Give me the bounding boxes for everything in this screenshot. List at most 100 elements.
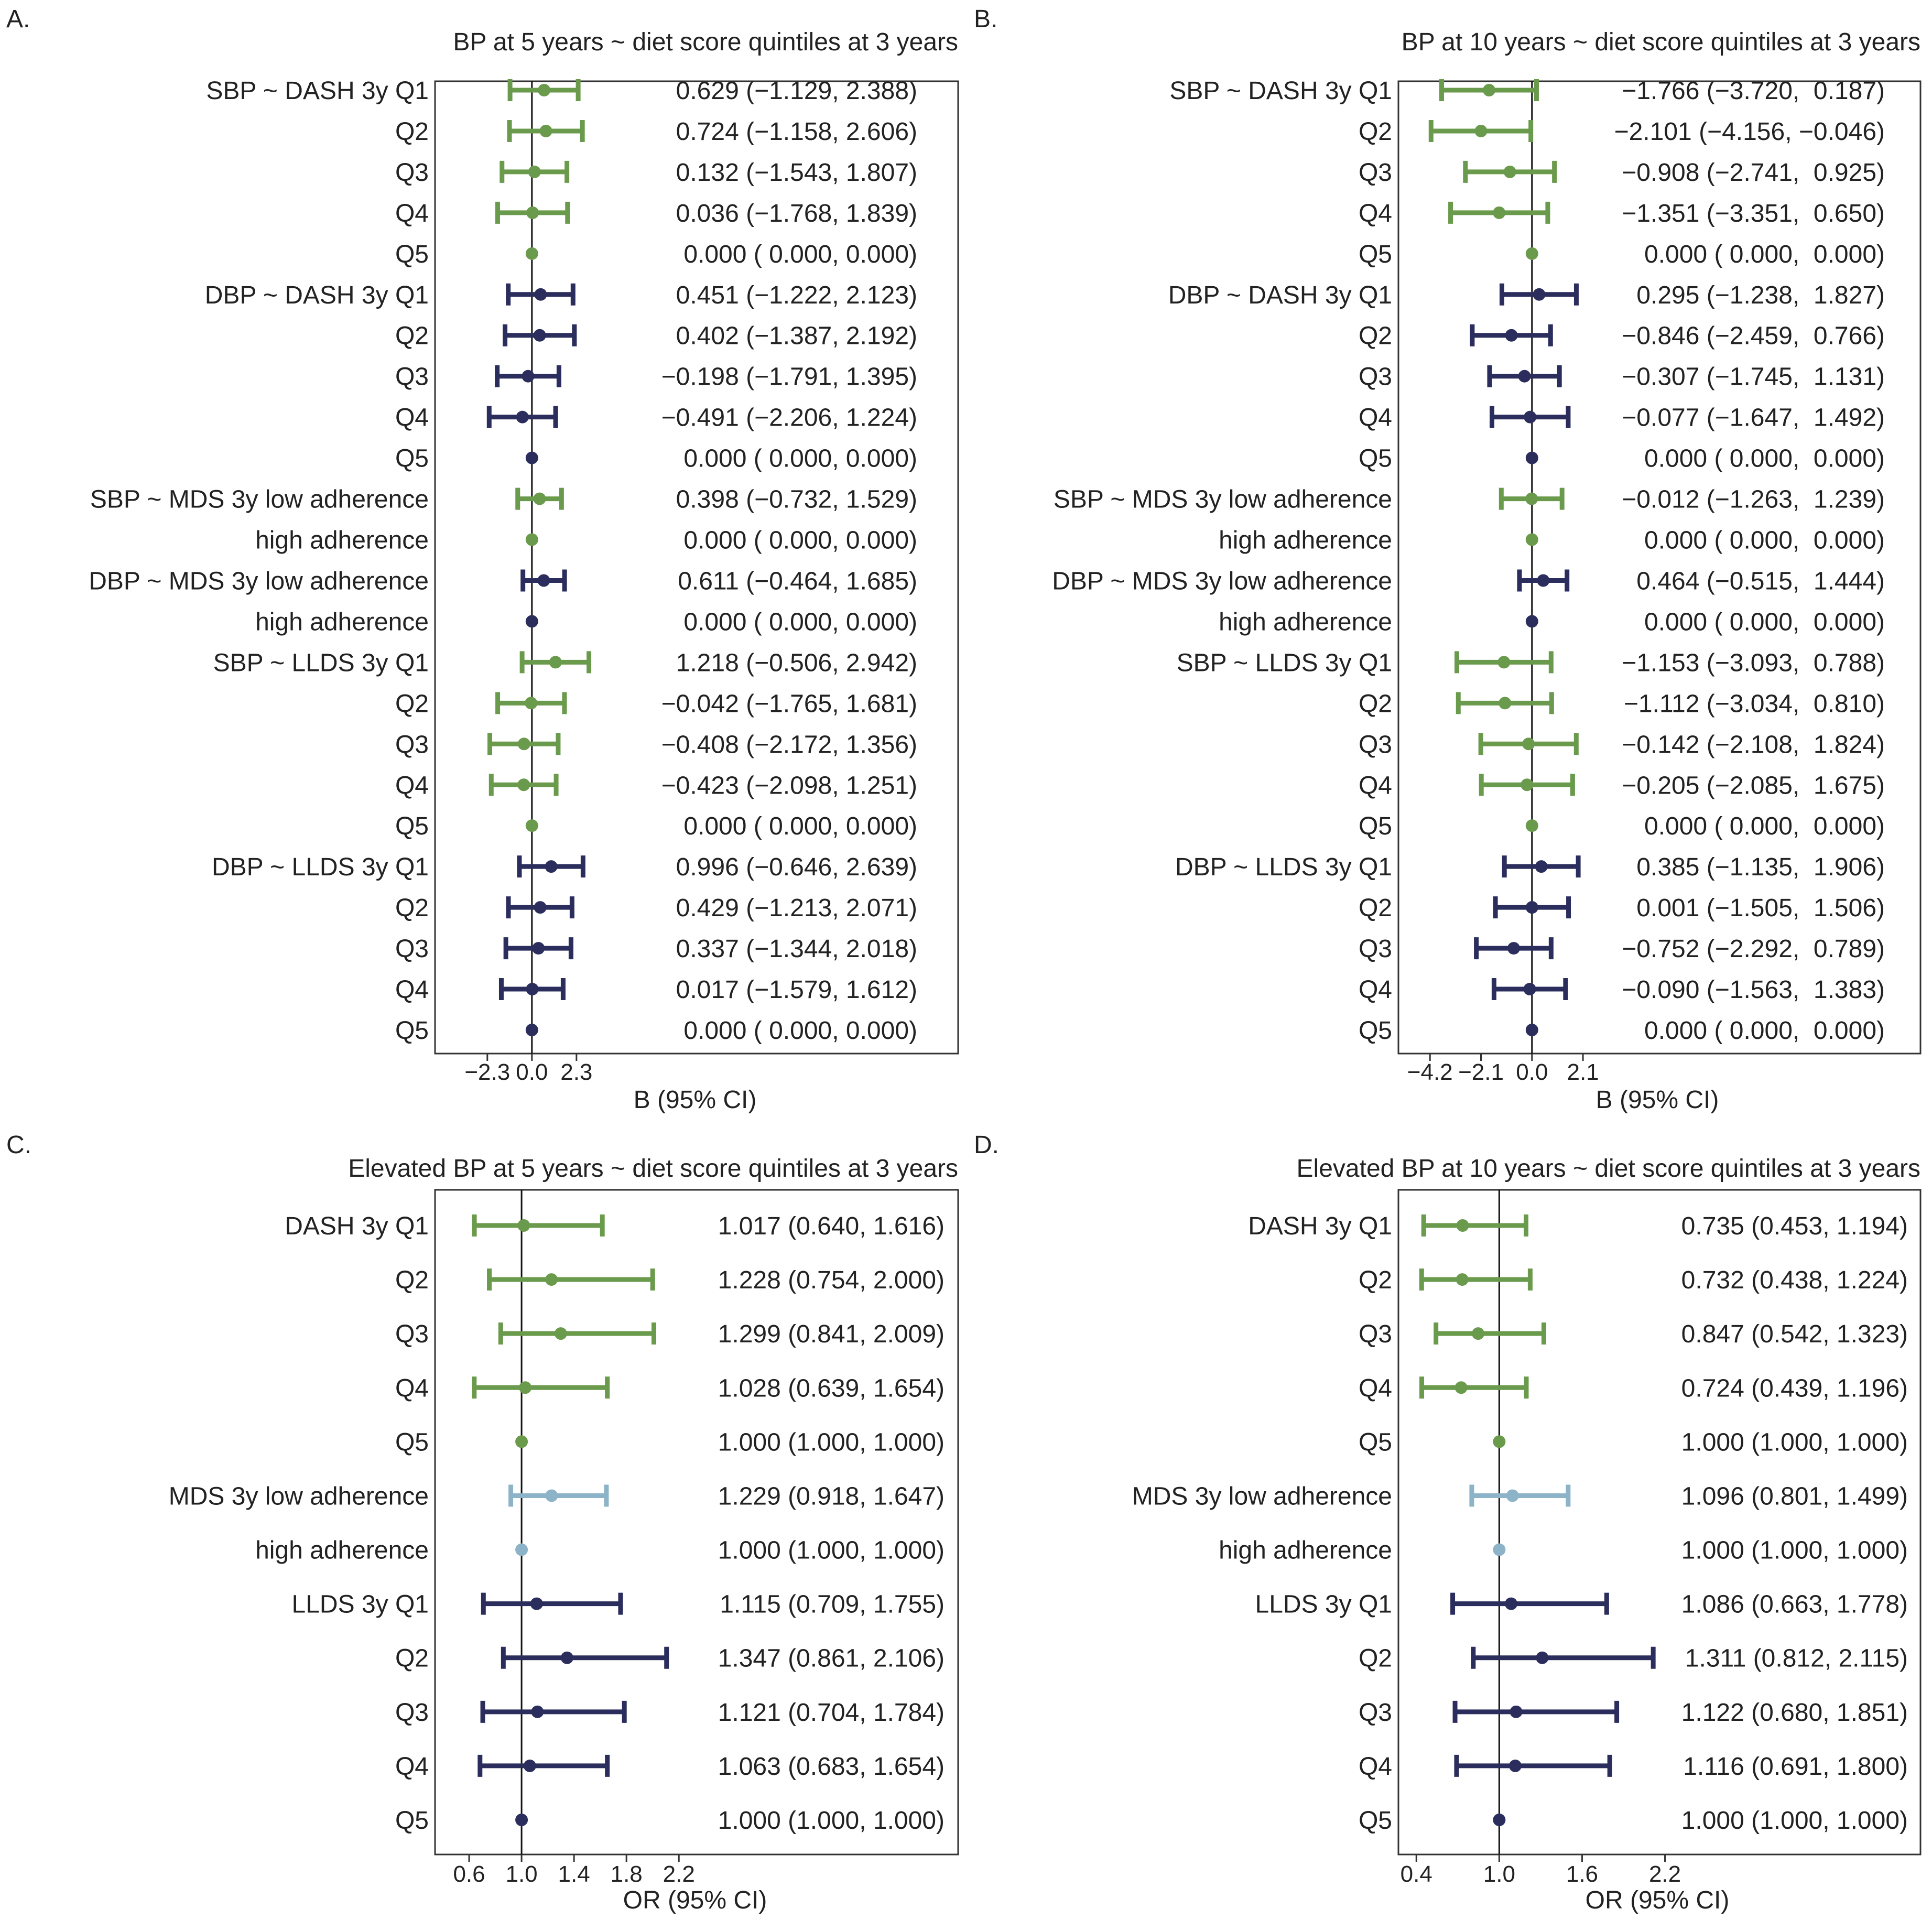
forest-row: Q5 1.000 (1.000, 1.000) [395, 1428, 945, 1456]
point-estimate [545, 860, 558, 873]
point-estimate [534, 288, 547, 301]
x-tick-label: 1.6 [1566, 1861, 1598, 1887]
forest-row: Q4 −0.090 (−1.563, 1.383) [1359, 976, 1885, 1004]
point-estimate [1525, 533, 1538, 546]
point-estimate [537, 574, 550, 587]
estimate-text: 1.000 (1.000, 1.000) [718, 1537, 945, 1565]
panel-label: D. [974, 1131, 999, 1159]
row-label: DBP ~ MDS 3y low adherence [89, 567, 429, 595]
estimate-text: 1.347 (0.861, 2.106) [718, 1645, 945, 1673]
estimate-text: 1.096 (0.801, 1.499) [1681, 1482, 1908, 1510]
plot-frame [434, 1189, 959, 1856]
row-label: SBP ~ LLDS 3y Q1 [1177, 649, 1392, 677]
estimate-text: 1.000 (1.000, 1.000) [1681, 1807, 1908, 1835]
forest-row: high adherence 0.000 ( 0.000, 0.000) [1219, 608, 1885, 636]
estimate-text: 1.017 (0.640, 1.616) [718, 1212, 945, 1240]
panel-label: C. [6, 1131, 31, 1159]
forest-row: Q3 −0.752 (−2.292, 0.789) [1359, 935, 1885, 963]
x-tick-label: 0.4 [1401, 1861, 1432, 1887]
estimate-text: 0.847 (0.542, 1.323) [1681, 1320, 1908, 1348]
row-label: Q4 [395, 404, 429, 432]
forest-row: Q3 −0.408 (−2.172, 1.356) [395, 731, 917, 758]
forest-row: Q4 0.724 (0.439, 1.196) [1359, 1374, 1908, 1402]
forest-row: DBP ~ LLDS 3y Q1 0.385 (−1.135, 1.906) [1175, 853, 1885, 881]
forest-row: Q3 0.132 (−1.543, 1.807) [395, 159, 917, 187]
row-label: Q3 [1359, 1320, 1392, 1348]
estimate-text: 0.398 (−0.732, 1.529) [676, 486, 917, 514]
estimate-text: 1.122 (0.680, 1.851) [1681, 1699, 1908, 1727]
forest-row: Q4 −0.491 (−2.206, 1.224) [395, 404, 917, 432]
row-label: Q3 [1359, 159, 1392, 187]
forest-row: Q2 −1.112 (−3.034, 0.810) [1359, 690, 1885, 718]
estimate-text: 1.000 (1.000, 1.000) [1681, 1537, 1908, 1565]
row-label: Q2 [1359, 1266, 1392, 1294]
forest-row: Q5 1.000 (1.000, 1.000) [1359, 1807, 1908, 1835]
x-tick-label: 0.0 [1516, 1059, 1548, 1085]
estimate-text: 0.735 (0.453, 1.194) [1681, 1212, 1908, 1240]
row-label: Q3 [1359, 1699, 1392, 1727]
row-label: SBP ~ MDS 3y low adherence [1054, 486, 1392, 514]
point-estimate [1525, 1024, 1538, 1036]
row-label: high adherence [1219, 608, 1392, 636]
point-estimate [1510, 1705, 1523, 1718]
estimate-text: 1.228 (0.754, 2.000) [718, 1266, 945, 1294]
forest-row: Q5 1.000 (1.000, 1.000) [395, 1807, 945, 1835]
point-estimate [1493, 1814, 1506, 1826]
point-estimate [1503, 165, 1516, 178]
point-estimate [1493, 1435, 1506, 1448]
row-label: Q5 [1359, 1017, 1392, 1045]
forest-row: Q5 0.000 ( 0.000, 0.000) [395, 241, 917, 268]
point-estimate [1518, 370, 1531, 383]
row-label: DBP ~ DASH 3y Q1 [205, 281, 429, 309]
forest-row: LLDS 3y Q1 1.115 (0.709, 1.755) [292, 1591, 945, 1619]
panel-d: D. Elevated BP at 10 years ~ diet score q… [974, 1131, 1922, 1914]
panel-title: BP at 10 years ~ diet score quintiles at… [1402, 28, 1920, 56]
forest-row: Q2 1.347 (0.861, 2.106) [395, 1645, 945, 1673]
row-label: Q2 [395, 1645, 429, 1673]
forest-row: DBP ~ MDS 3y low adherence 0.611 (−0.464,… [89, 567, 917, 595]
point-estimate [1521, 778, 1534, 791]
forest-row: LLDS 3y Q1 1.086 (0.663, 1.778) [1255, 1591, 1908, 1619]
row-label: Q2 [395, 322, 429, 350]
point-estimate [515, 1543, 528, 1556]
row-label: Q4 [395, 1753, 429, 1781]
row-label: Q3 [1359, 731, 1392, 758]
forest-row: high adherence 0.000 ( 0.000, 0.000) [255, 608, 917, 636]
estimate-text: 0.000 ( 0.000, 0.000) [683, 812, 917, 840]
point-estimate [560, 1651, 573, 1664]
estimate-text: −1.766 (−3.720, 0.187) [1622, 77, 1885, 105]
forest-row: MDS 3y low adherence 1.096 (0.801, 1.499) [1132, 1482, 1908, 1510]
estimate-text: 0.337 (−1.344, 2.018) [676, 935, 917, 963]
row-label: Q2 [395, 1266, 429, 1294]
row-label: DBP ~ DASH 3y Q1 [1168, 281, 1392, 309]
forest-row: Q3 −0.198 (−1.791, 1.395) [395, 363, 917, 391]
forest-row: DASH 3y Q1 0.735 (0.453, 1.194) [1248, 1212, 1908, 1240]
row-label: Q2 [395, 894, 429, 922]
point-estimate [1535, 860, 1548, 873]
estimate-text: −0.077 (−1.647, 1.492) [1622, 404, 1885, 432]
estimate-text: 0.385 (−1.135, 1.906) [1636, 853, 1885, 881]
estimate-text: 0.017 (−1.579, 1.612) [676, 976, 917, 1004]
x-axis-label: OR (95% CI) [623, 1886, 767, 1914]
forest-row: Q2 0.724 (−1.158, 2.606) [395, 118, 917, 146]
row-label: DASH 3y Q1 [285, 1212, 429, 1240]
estimate-text: −0.205 (−2.085, 1.675) [1622, 772, 1885, 799]
point-estimate [525, 615, 538, 628]
row-label: Q5 [395, 1807, 429, 1835]
estimate-text: 0.429 (−1.213, 2.071) [676, 894, 917, 922]
point-estimate [523, 1759, 536, 1772]
row-label: high adherence [1219, 527, 1392, 555]
forest-row: Q3 1.299 (0.841, 2.009) [395, 1320, 945, 1348]
estimate-text: 0.000 ( 0.000, 0.000) [683, 527, 917, 555]
estimate-text: 0.000 ( 0.000, 0.000) [1644, 1017, 1885, 1045]
row-label: Q3 [1359, 363, 1392, 391]
estimate-text: 0.611 (−0.464, 1.685) [678, 567, 917, 595]
point-estimate [533, 329, 546, 342]
point-estimate [1506, 1489, 1519, 1502]
row-label: Q2 [395, 118, 429, 146]
row-label: MDS 3y low adherence [1132, 1482, 1392, 1510]
estimate-text: −0.307 (−1.745, 1.131) [1622, 363, 1885, 391]
point-estimate [525, 247, 538, 260]
estimate-text: 0.000 ( 0.000, 0.000) [1644, 527, 1885, 555]
